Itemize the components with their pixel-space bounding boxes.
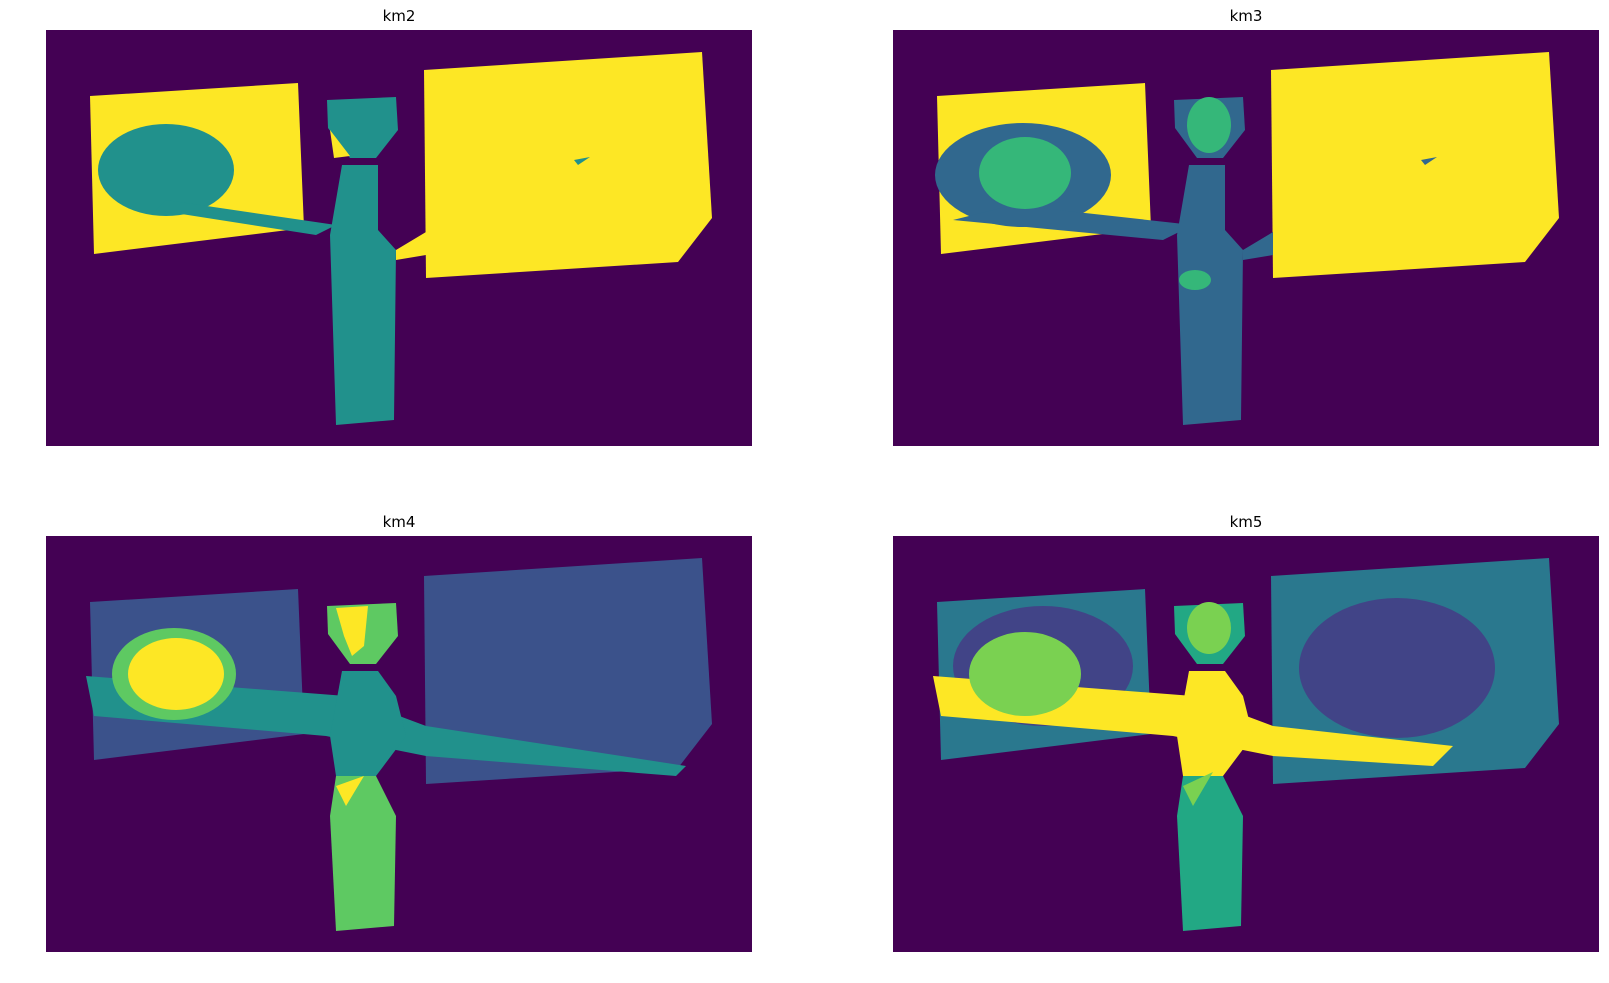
segmentation-map [893, 30, 1599, 446]
segmentation-map [46, 30, 752, 446]
segmentation-map [893, 536, 1599, 952]
segmentation-map [46, 536, 752, 952]
panel-title: km3 [1229, 7, 1263, 25]
panel-title: km5 [1229, 513, 1263, 531]
panel-title: km4 [382, 513, 416, 531]
panel-title: km2 [382, 7, 416, 25]
